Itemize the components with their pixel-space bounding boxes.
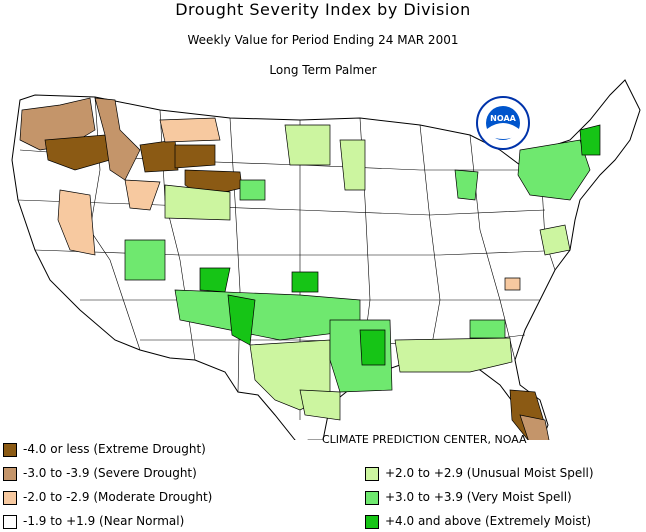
noaa-logo: NOAA — [476, 96, 530, 150]
map-title: Drought Severity Index by Division — [175, 0, 471, 19]
credit-label: CLIMATE PREDICTION CENTER, NOAA — [322, 433, 527, 446]
region-louisiana — [299, 389, 341, 421]
region-sc — [469, 319, 506, 339]
region-colorado — [164, 184, 231, 221]
region-north-dakota — [284, 124, 331, 166]
legend-label: +3.0 to +3.9 (Very Moist Spell) — [385, 490, 572, 504]
legend-swatch — [3, 467, 17, 481]
legend-swatch — [3, 491, 17, 505]
legend-swatch — [3, 515, 17, 529]
legend-label: -3.0 to -3.9 (Severe Drought) — [23, 466, 197, 480]
region-nm-extreme — [199, 267, 231, 293]
region-nevada — [57, 189, 96, 256]
region-mt-west — [139, 139, 179, 173]
division-fills — [19, 97, 601, 440]
legend-label: -1.9 to +1.9 (Near Normal) — [23, 514, 185, 528]
region-ms-extreme — [359, 329, 386, 366]
map-subtitle: Weekly Value for Period Ending 24 MAR 20… — [187, 33, 459, 47]
legend-swatch — [365, 467, 379, 481]
region-tx-panhandle — [174, 289, 361, 341]
us-division-map — [11, 79, 641, 440]
region-or-central — [44, 134, 111, 171]
region-ky — [504, 277, 521, 291]
index-name: Long Term Palmer — [269, 63, 377, 77]
noaa-logo-text: NOAA — [490, 114, 516, 123]
region-mt-east — [174, 144, 216, 169]
legend-label: -2.0 to -2.9 (Moderate Drought) — [23, 490, 213, 504]
region-arizona — [124, 239, 166, 281]
legend-swatch — [365, 515, 379, 529]
legend-label: +4.0 and above (Extremely Moist) — [385, 514, 592, 528]
legend-swatch — [365, 491, 379, 505]
region-colorado-moist — [239, 179, 266, 201]
region-nevada-east — [124, 179, 161, 211]
region-va — [539, 224, 571, 256]
region-michigan — [454, 169, 479, 201]
region-kansas-extreme — [291, 271, 319, 293]
region-ny-pa — [517, 139, 591, 201]
region-florida-south — [519, 414, 550, 440]
legend-swatch — [3, 443, 17, 457]
region-idaho — [94, 97, 141, 181]
legend-label: -4.0 or less (Extreme Drought) — [23, 442, 206, 456]
legend-label: +2.0 to +2.9 (Unusual Moist Spell) — [385, 466, 594, 480]
region-new-england — [579, 124, 601, 156]
region-mt-central — [159, 117, 221, 143]
region-minnesota — [339, 139, 366, 191]
